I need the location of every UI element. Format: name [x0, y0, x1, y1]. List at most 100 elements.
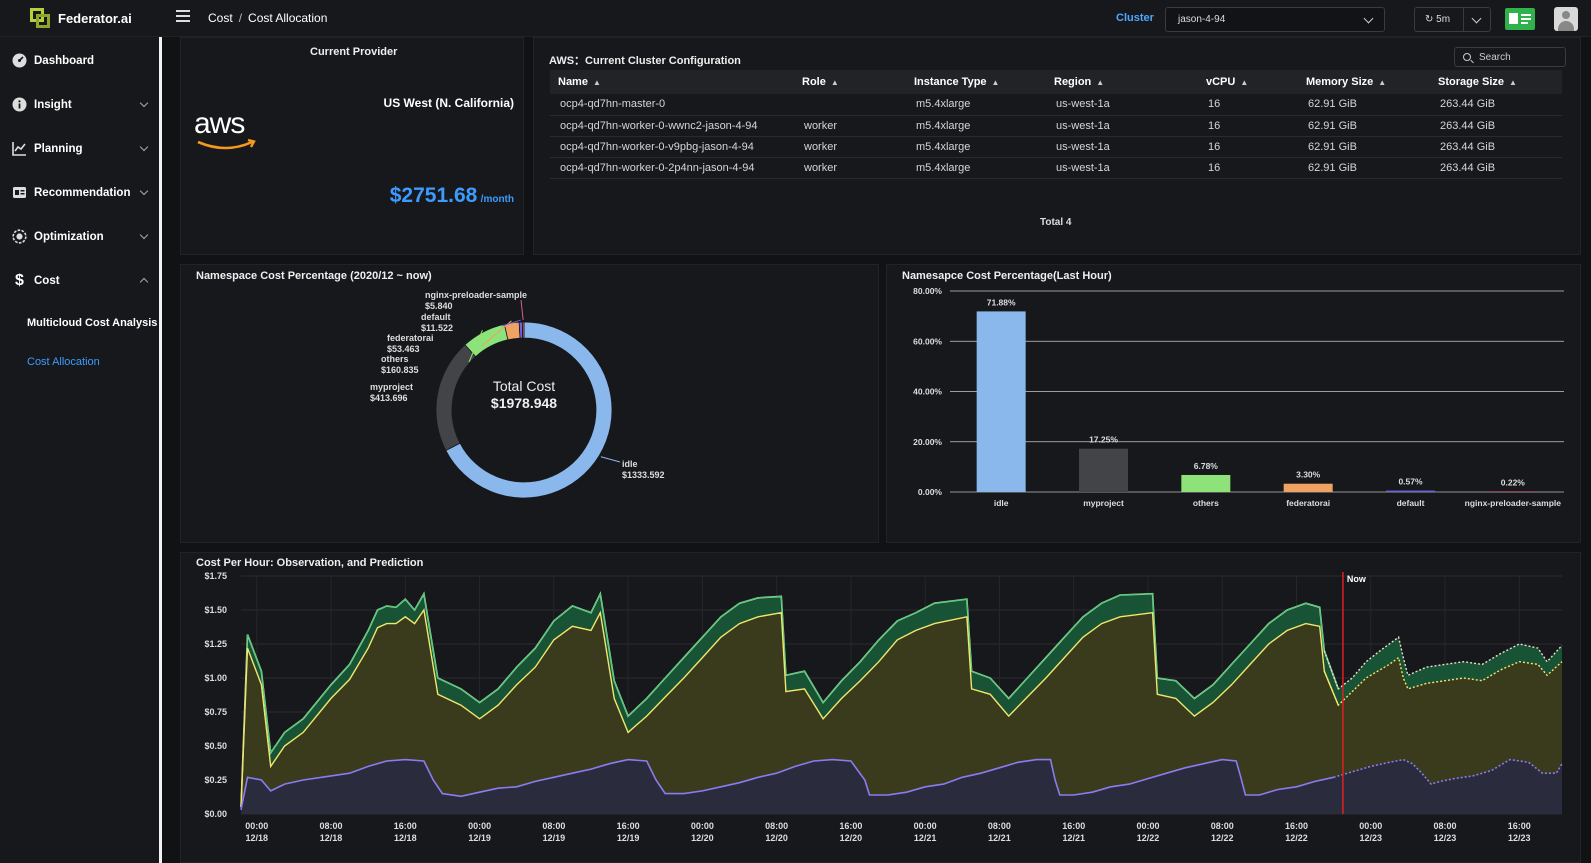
bar-value-label: 0.57%: [1398, 477, 1423, 487]
cell-vcpu: 16: [1198, 157, 1298, 179]
bar-y-tick-label: 80.00%: [913, 286, 942, 296]
sidebar-item-planning[interactable]: Planning: [12, 141, 149, 156]
refresh-interval-button[interactable]: ↻ 5m: [1414, 7, 1464, 32]
sort-icon: ▲︎: [830, 77, 839, 87]
search-input[interactable]: Search: [1454, 47, 1566, 67]
table-row: ocp4-qd7hn-worker-0-v9pbg-jason-4-94 work…: [550, 136, 1562, 158]
donut-label-name: default: [421, 312, 451, 322]
recommendation-icon: [12, 185, 27, 200]
refresh-interval-dropdown[interactable]: [1463, 7, 1491, 32]
bar-value-label: 6.78%: [1194, 461, 1219, 471]
donut-label-value: $11.522: [421, 323, 453, 333]
area-x-tick-time: 00:00: [914, 821, 937, 831]
line-low-observed: [240, 758, 1334, 811]
info-icon: [12, 97, 27, 112]
donut-label-value: $5.840: [425, 301, 453, 311]
bar-x-tick-label: nginx-preloader-sample: [1465, 498, 1562, 508]
donut-center-value: $1978.948: [491, 395, 557, 411]
sidebar-item-recommendation[interactable]: Recommendation: [12, 185, 149, 200]
logo[interactable]: Federator.ai: [30, 8, 132, 28]
area-x-tick-time: 00:00: [245, 821, 268, 831]
sidebar-subitem-cost-allocation[interactable]: Cost Allocation: [27, 356, 100, 368]
area-x-tick-date: 12/20: [765, 833, 788, 843]
search-icon: [1463, 53, 1471, 61]
chevron-down-icon: [139, 142, 149, 152]
area-x-tick-time: 16:00: [1285, 821, 1308, 831]
donut-leader-line: [520, 299, 524, 321]
cell-storage: 263.44 GiB: [1430, 115, 1562, 137]
bar-y-tick-label: 60.00%: [913, 336, 942, 346]
column-header-memory-size[interactable]: Memory Size ▲︎: [1298, 70, 1430, 94]
sidebar-item-label: Optimization: [34, 230, 104, 243]
donut-leader-line: [468, 329, 483, 363]
id-card-icon[interactable]: [1505, 8, 1535, 30]
area-x-tick-date: 12/23: [1434, 833, 1457, 843]
bar-idle[interactable]: [976, 311, 1026, 492]
search-placeholder: Search: [1479, 52, 1511, 63]
bar-others[interactable]: [1181, 474, 1231, 492]
sort-icon: ▲︎: [1240, 77, 1249, 87]
table-row: ocp4-qd7hn-master-0 m5.4xlarge us-west-1a 1…: [550, 94, 1562, 116]
column-header-instance-type[interactable]: Instance Type ▲︎: [906, 70, 1046, 94]
column-header-region[interactable]: Region ▲︎: [1046, 70, 1198, 94]
bar-x-tick-label: others: [1193, 498, 1219, 508]
chevron-up-icon: [139, 277, 149, 287]
bar-nginx-preloader-sample[interactable]: [1488, 491, 1538, 492]
menu-toggle-icon[interactable]: [176, 10, 190, 24]
donut-chart-title: Namespace Cost Percentage (2020/12 ~ now…: [196, 270, 432, 282]
area-x-tick-time: 00:00: [468, 821, 491, 831]
column-header-storage-size[interactable]: Storage Size ▲︎: [1430, 70, 1562, 94]
namespace-cost-donut-chart: idle$1333.592 myproject$413.696 others$160…: [370, 290, 665, 499]
area-y-tick-label: $0.25: [204, 775, 227, 785]
area-x-tick-time: 08:00: [765, 821, 788, 831]
bar-x-tick-label: idle: [994, 498, 1009, 508]
cell-memory: 62.91 GiB: [1298, 157, 1430, 179]
area-x-tick-time: 00:00: [691, 821, 714, 831]
line-low-predicted: [1333, 758, 1563, 786]
area-x-tick-time: 16:00: [1062, 821, 1085, 831]
provider-cost-unit: /month: [480, 194, 514, 205]
provider-region: US West (N. California): [383, 96, 514, 110]
dashboard-icon: [12, 53, 27, 68]
sidebar-item-dashboard[interactable]: Dashboard: [12, 53, 147, 68]
cell-name: ocp4-qd7hn-master-0: [550, 94, 794, 116]
bar-federatorai[interactable]: [1283, 483, 1333, 492]
area-x-tick-time: 08:00: [542, 821, 565, 831]
bar-value-label: 3.30%: [1296, 470, 1321, 480]
area-y-tick-label: $1.75: [204, 571, 227, 581]
cost-per-hour-chart: $0.00 $0.25 $0.50 $0.75 $1.00 $1.25 $1.50 $1.75…: [204, 571, 1563, 843]
provider-cost-value: $2751.68: [389, 184, 478, 207]
bar-y-tick-label: 20.00%: [913, 437, 942, 447]
sidebar-item-optimization[interactable]: Optimization: [12, 229, 149, 244]
sidebar-subitem-multicloud-cost-analysis[interactable]: Multicloud Cost Analysis: [27, 317, 158, 329]
column-header-vcpu[interactable]: vCPU ▲︎: [1198, 70, 1298, 94]
bar-myproject[interactable]: [1079, 448, 1128, 492]
cell-storage: 263.44 GiB: [1430, 157, 1562, 179]
area-x-tick-time: 08:00: [320, 821, 343, 831]
area-x-tick-date: 12/18: [394, 833, 417, 843]
area-x-tick-date: 12/20: [840, 833, 863, 843]
area-x-tick-time: 08:00: [1211, 821, 1234, 831]
donut-label-value: $1333.592: [622, 470, 665, 480]
area-x-tick-date: 12/19: [617, 833, 640, 843]
column-header-role[interactable]: Role ▲︎: [794, 70, 906, 94]
aws-logo: aws: [194, 109, 264, 160]
cost-per-hour-title: Cost Per Hour: Observation, and Predicti…: [196, 557, 424, 569]
cell-vcpu: 16: [1198, 94, 1298, 116]
breadcrumb-parent[interactable]: Cost: [208, 11, 233, 25]
cell-region: us-west-1a: [1046, 136, 1198, 158]
sidebar-item-label: Dashboard: [34, 54, 95, 67]
cell-name: ocp4-qd7hn-worker-0-v9pbg-jason-4-94: [550, 136, 794, 158]
cell-role: worker: [794, 136, 906, 158]
cell-instance-type: m5.4xlarge: [906, 94, 1046, 116]
sort-icon: ▲︎: [1378, 77, 1387, 87]
user-avatar[interactable]: [1554, 7, 1578, 31]
bar-default[interactable]: [1386, 490, 1435, 492]
area-fill-low: [241, 759, 1562, 814]
column-header-name[interactable]: Name ▲︎: [550, 70, 794, 94]
sidebar-item-cost[interactable]: $ Cost: [12, 272, 149, 289]
cluster-select[interactable]: jason-4-94: [1165, 7, 1385, 32]
sidebar-item-insight[interactable]: Insight: [12, 97, 149, 112]
donut-slice-nginx-preloader-sample[interactable]: [521, 321, 525, 339]
sidebar-item-label: Recommendation: [34, 186, 131, 199]
